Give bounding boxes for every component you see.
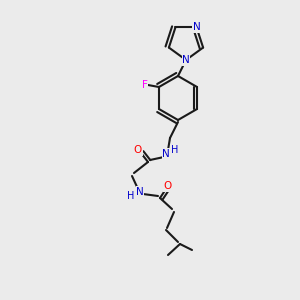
Text: F: F: [142, 80, 148, 90]
Text: O: O: [164, 181, 172, 191]
Text: N: N: [162, 149, 170, 159]
Text: N: N: [136, 187, 144, 197]
Text: O: O: [134, 145, 142, 155]
Text: N: N: [193, 22, 200, 32]
Text: H: H: [127, 191, 135, 201]
Text: H: H: [171, 145, 179, 155]
Text: N: N: [182, 55, 190, 65]
